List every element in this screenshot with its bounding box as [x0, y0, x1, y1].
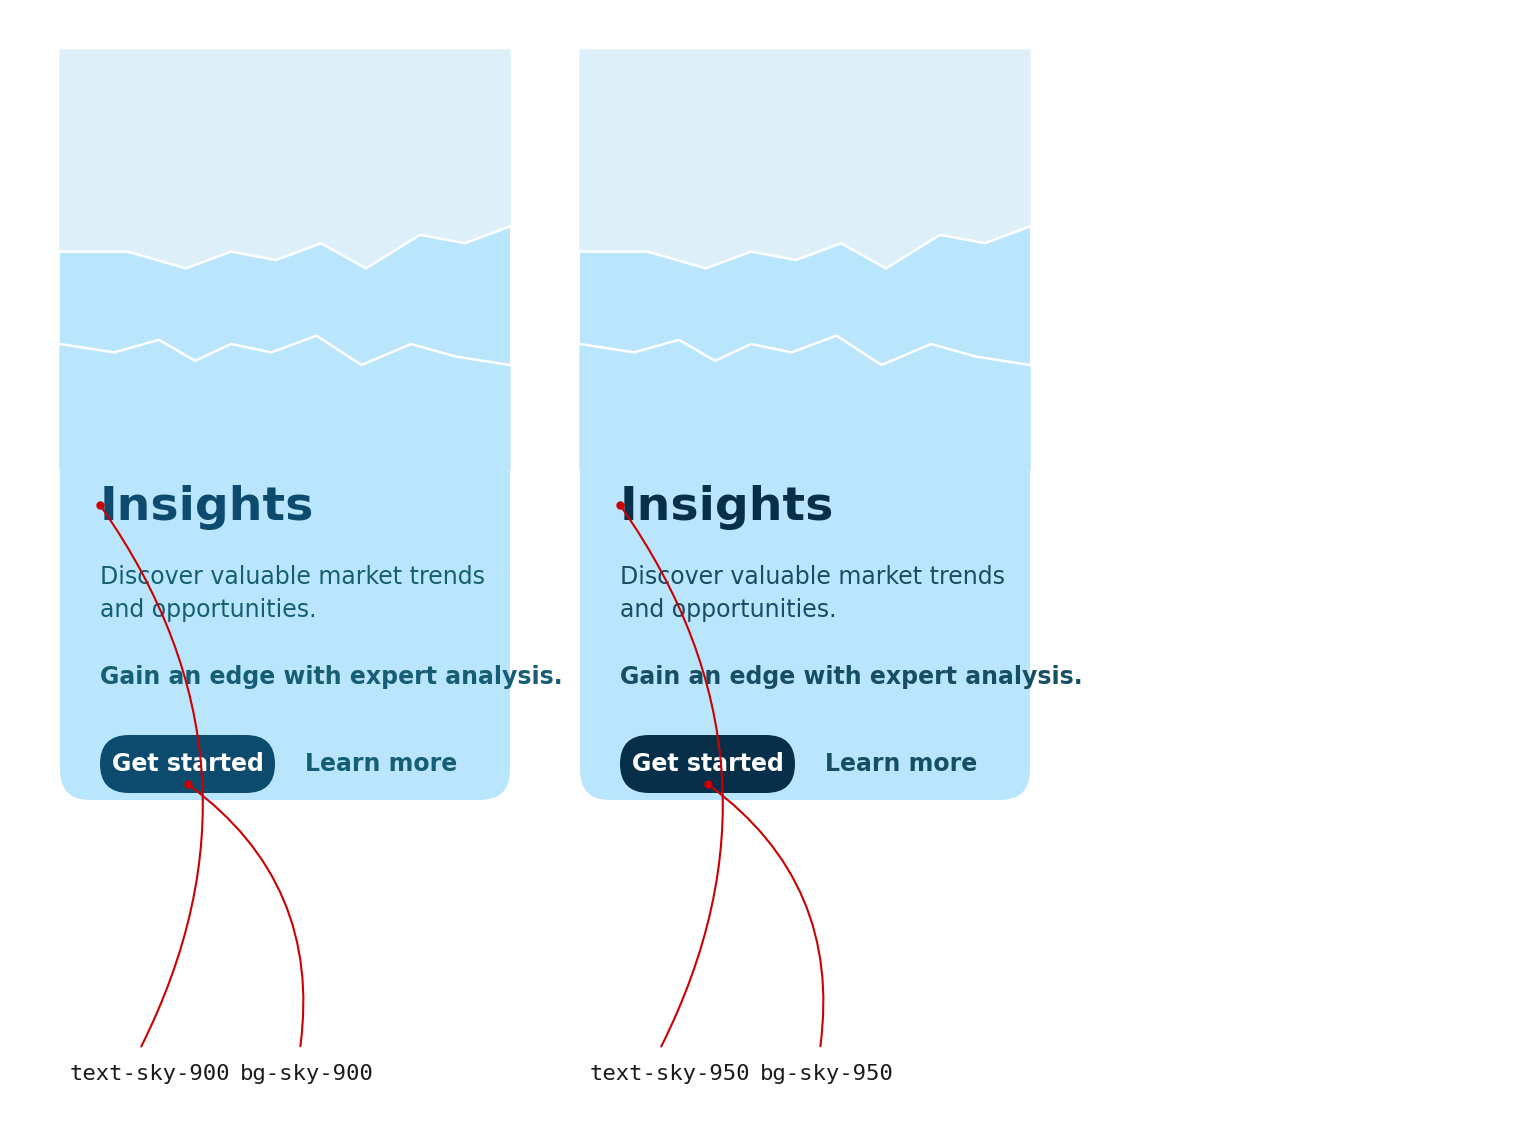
Text: Insights: Insights	[100, 485, 315, 530]
Text: bg-sky-900: bg-sky-900	[240, 1064, 373, 1084]
Polygon shape	[60, 336, 510, 469]
Text: bg-sky-950: bg-sky-950	[760, 1064, 894, 1084]
FancyBboxPatch shape	[100, 735, 275, 793]
Text: Gain an edge with expert analysis.: Gain an edge with expert analysis.	[621, 665, 1083, 689]
Polygon shape	[60, 50, 510, 269]
Polygon shape	[581, 336, 1031, 469]
Text: Learn more: Learn more	[825, 752, 977, 776]
Text: Get started: Get started	[112, 752, 264, 776]
Text: Discover valuable market trends
and opportunities.: Discover valuable market trends and oppo…	[100, 565, 485, 623]
FancyBboxPatch shape	[60, 50, 510, 799]
Polygon shape	[581, 50, 1031, 269]
FancyBboxPatch shape	[581, 50, 1031, 799]
Text: text-sky-900: text-sky-900	[71, 1064, 230, 1084]
Text: Insights: Insights	[621, 485, 834, 530]
Text: Discover valuable market trends
and opportunities.: Discover valuable market trends and oppo…	[621, 565, 1005, 623]
Text: Gain an edge with expert analysis.: Gain an edge with expert analysis.	[100, 665, 562, 689]
Text: text-sky-950: text-sky-950	[590, 1064, 751, 1084]
FancyBboxPatch shape	[621, 735, 796, 793]
Text: Learn more: Learn more	[306, 752, 458, 776]
Text: Get started: Get started	[631, 752, 783, 776]
